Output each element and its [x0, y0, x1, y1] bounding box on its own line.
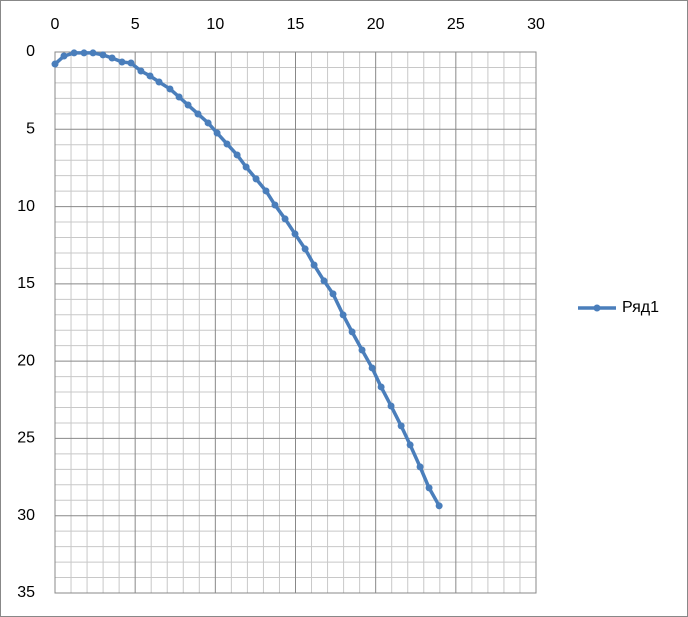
- point: [137, 67, 145, 75]
- y-tick-label: 20: [17, 352, 35, 369]
- point: [320, 277, 328, 285]
- point: [213, 129, 221, 137]
- plot-border: [54, 51, 537, 594]
- point: [194, 110, 202, 118]
- point: [242, 163, 250, 171]
- x-tick-label: 20: [367, 16, 385, 33]
- point: [416, 463, 424, 471]
- point: [155, 78, 163, 86]
- point: [329, 290, 337, 298]
- point: [339, 311, 347, 319]
- point: [146, 72, 154, 80]
- point: [252, 175, 260, 183]
- point: [310, 261, 318, 269]
- point: [127, 59, 135, 67]
- point: [223, 140, 231, 148]
- legend-marker: [593, 304, 601, 312]
- y-tick-label: 0: [26, 43, 35, 60]
- point: [70, 49, 78, 57]
- x-tick-label: 15: [287, 16, 305, 33]
- point: [435, 502, 443, 510]
- point: [281, 215, 289, 223]
- point: [118, 58, 126, 66]
- point: [377, 383, 385, 391]
- point: [51, 60, 59, 68]
- y-tick-label: 15: [17, 275, 35, 292]
- point: [166, 85, 174, 93]
- point: [80, 49, 88, 57]
- x-tick-label: 30: [527, 16, 545, 33]
- point: [204, 119, 212, 127]
- point: [99, 51, 107, 59]
- point: [368, 364, 376, 372]
- point: [89, 49, 97, 57]
- point: [387, 402, 395, 410]
- y-tick-label: 10: [17, 198, 35, 215]
- y-tick-label: 30: [17, 507, 35, 524]
- point: [262, 187, 270, 195]
- legend-label: Ряд1: [622, 299, 659, 316]
- point: [291, 230, 299, 238]
- point: [60, 52, 68, 60]
- y-tick-label: 35: [17, 584, 35, 601]
- x-tick-label: 5: [131, 16, 140, 33]
- point: [301, 245, 309, 253]
- x-tick-label: 25: [447, 16, 465, 33]
- x-tick-label: 0: [51, 16, 60, 33]
- point: [348, 328, 356, 336]
- point: [184, 101, 192, 109]
- point: [397, 422, 405, 430]
- point: [425, 484, 433, 492]
- x-tick-label: 10: [206, 16, 224, 33]
- point: [358, 346, 366, 354]
- y-tick-label: 5: [26, 121, 35, 138]
- point: [233, 151, 241, 159]
- y-tick-label: 25: [17, 430, 35, 447]
- point: [175, 93, 183, 101]
- point: [108, 54, 116, 62]
- point: [406, 441, 414, 449]
- point: [271, 201, 279, 209]
